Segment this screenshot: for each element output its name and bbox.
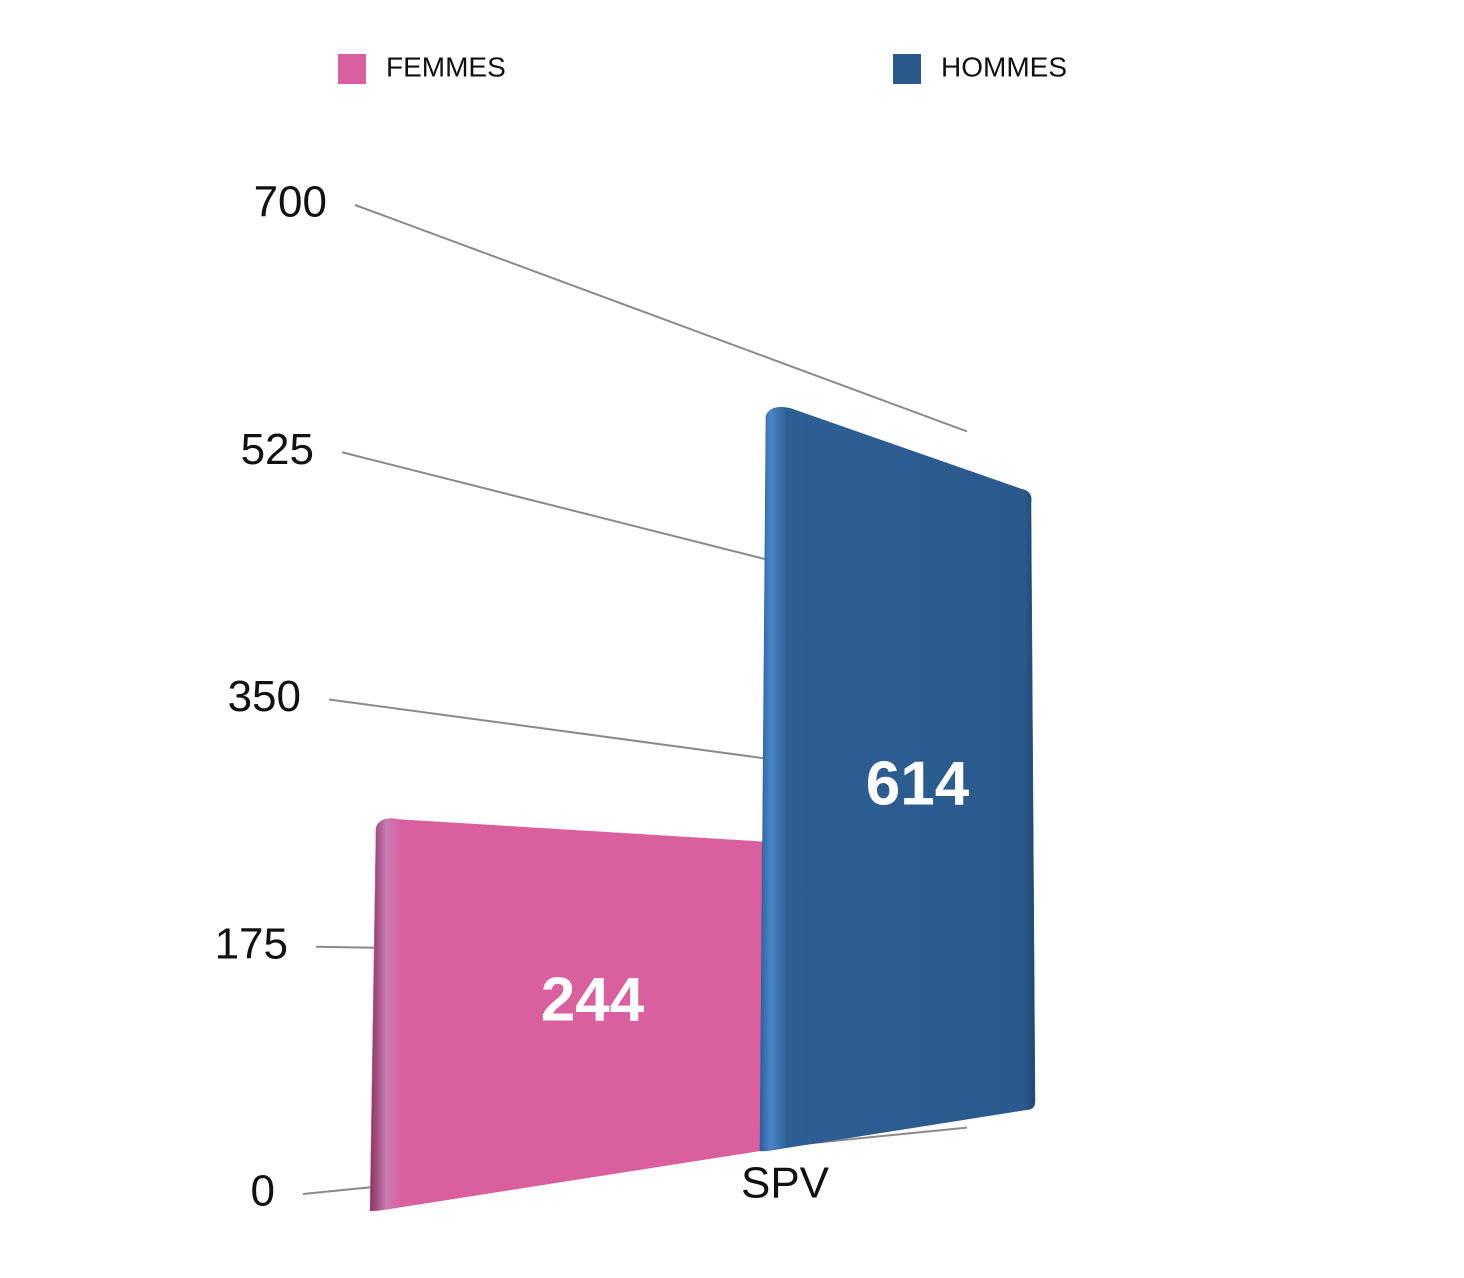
bars [369,407,1036,1212]
value-label: 614 [866,750,970,819]
bar [759,407,1036,1152]
labels: 0 175 350 525 700 244 614 SPV FEMMES HOMMES [215,51,1067,1215]
grid-line [354,204,968,433]
y-tick-label: 175 [215,919,288,968]
legend-swatch [338,54,366,84]
legend-label: FEMMES [386,51,506,82]
legend-label: HOMMES [941,51,1067,82]
x-tick-label: SPV [741,1159,830,1208]
y-tick-label: 350 [228,672,301,721]
y-tick-label: 700 [254,178,327,227]
y-tick-label: 525 [241,425,314,474]
legend-swatch [893,54,921,84]
y-tick-label: 0 [251,1167,275,1216]
value-label: 244 [541,966,645,1035]
